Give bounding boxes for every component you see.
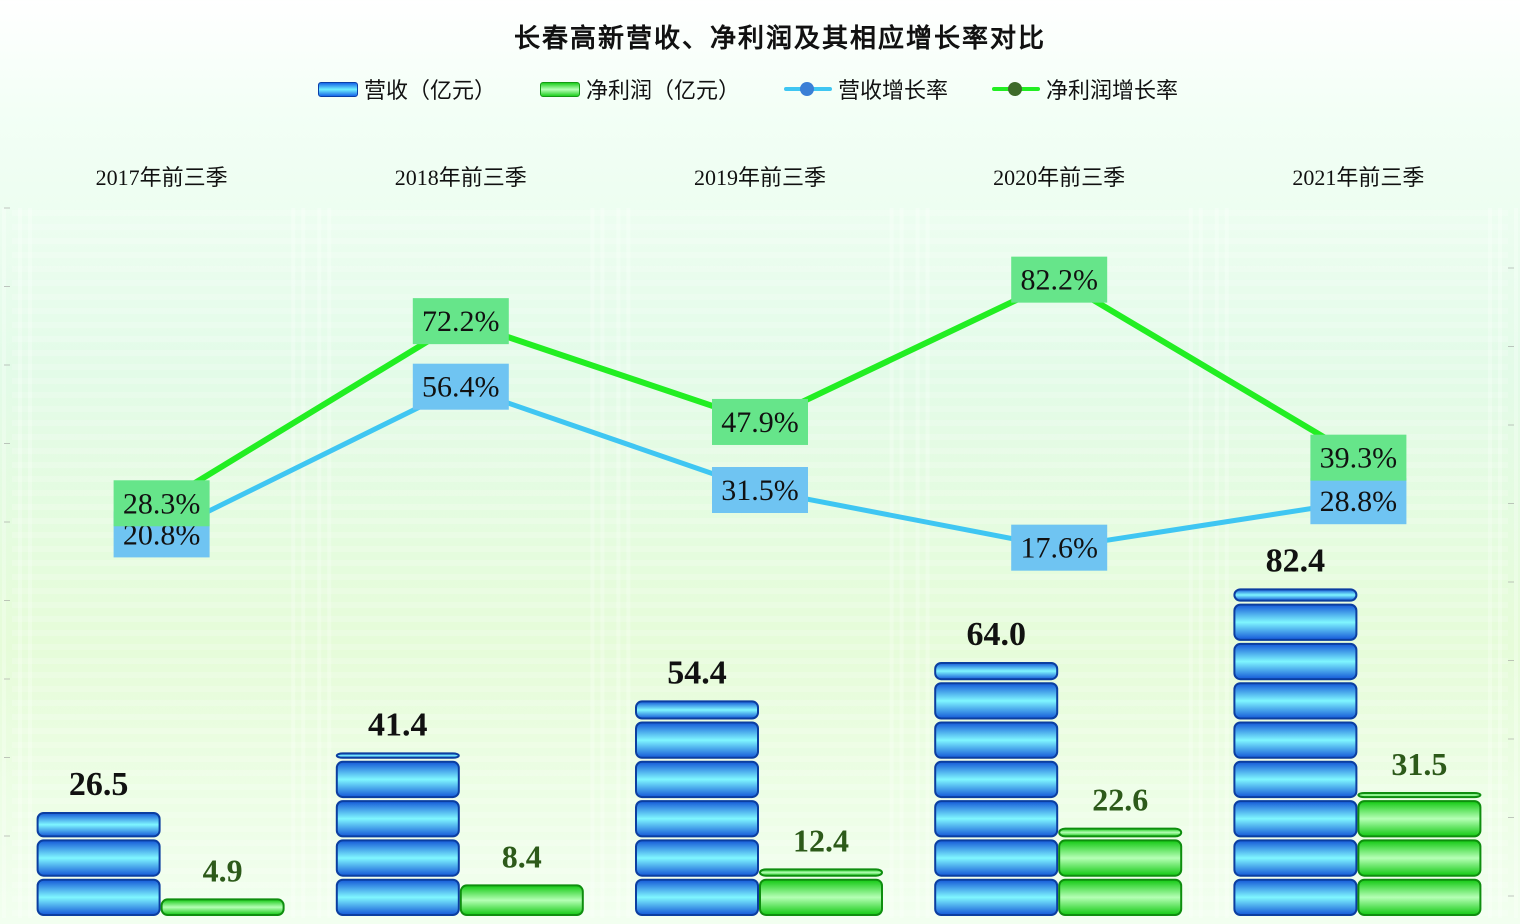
data-label-profit-growth: 82.2% <box>1011 256 1108 303</box>
legend-item-net-profit: 净利润（亿元） <box>540 73 740 105</box>
category-label: 2018年前三季 <box>394 165 527 190</box>
data-label-profit-growth: 28.3% <box>113 480 210 527</box>
legend-label-profit-growth: 净利润增长率 <box>1046 79 1179 104</box>
data-label-net-profit: 12.4 <box>793 822 849 858</box>
bar-revenue <box>635 700 759 917</box>
data-label-net-profit: 22.6 <box>1092 782 1148 818</box>
legend-item-revenue-growth: 营收增长率 <box>784 73 948 105</box>
svg-text:39.3%: 39.3% <box>1320 442 1398 475</box>
legend-label-revenue-growth: 营收增长率 <box>838 79 949 104</box>
data-label-revenue: 41.4 <box>368 706 428 743</box>
bar-net-profit <box>1357 792 1482 917</box>
chart-title: 长春高新营收、净利润及其相应增长率对比 <box>513 24 1046 54</box>
legend-label-net-profit: 净利润（亿元） <box>586 79 741 104</box>
bar-net-profit <box>1058 827 1183 917</box>
data-label-revenue: 64.0 <box>966 616 1026 653</box>
legend-swatch-revenue <box>318 81 358 97</box>
data-label-net-profit: 31.5 <box>1391 746 1447 782</box>
data-label-profit-growth: 39.3% <box>1310 434 1407 481</box>
legend-item-revenue: 营收（亿元） <box>318 73 496 105</box>
data-label-revenue-growth: 17.6% <box>1011 524 1108 571</box>
legend-swatch-profit-growth <box>992 82 1041 96</box>
bar-net-profit <box>160 898 285 917</box>
bar-revenue <box>1233 588 1358 917</box>
legend-swatch-revenue-growth <box>784 82 833 96</box>
data-label-revenue-growth: 31.5% <box>712 467 808 514</box>
legend-swatch-net-profit <box>540 81 581 97</box>
data-label-revenue: 82.4 <box>1266 542 1326 579</box>
bar-revenue <box>36 812 161 917</box>
svg-text:17.6%: 17.6% <box>1020 532 1098 565</box>
svg-text:56.4%: 56.4% <box>422 371 500 404</box>
category-label: 2017年前三季 <box>95 165 228 190</box>
data-label-revenue-growth: 28.8% <box>1310 478 1407 525</box>
svg-text:82.2%: 82.2% <box>1020 264 1098 297</box>
legend-item-profit-growth: 净利润增长率 <box>992 73 1178 105</box>
svg-text:72.2%: 72.2% <box>422 305 500 338</box>
bar-revenue <box>335 752 460 917</box>
category-label: 2019年前三季 <box>693 165 826 190</box>
category-label: 2021年前三季 <box>1292 165 1425 190</box>
bar-net-profit <box>459 884 584 917</box>
bar-revenue <box>934 662 1059 917</box>
data-label-net-profit: 8.4 <box>502 838 542 874</box>
data-label-revenue-growth: 56.4% <box>412 363 509 410</box>
svg-text:31.5%: 31.5% <box>721 474 799 507</box>
bar-net-profit <box>759 868 883 917</box>
data-label-profit-growth: 47.9% <box>712 398 808 445</box>
data-label-revenue: 26.5 <box>69 766 129 803</box>
category-labels: 2017年前三季 2018年前三季 2019年前三季 2020年前三季 2021… <box>12 160 1508 190</box>
svg-text:28.8%: 28.8% <box>1320 485 1398 518</box>
category-label: 2020年前三季 <box>993 165 1126 190</box>
data-label-profit-growth: 72.2% <box>412 298 509 345</box>
legend: 营收（亿元） 净利润（亿元） 营收增长率 净利润增长率 <box>318 74 1222 104</box>
legend-label-revenue: 营收（亿元） <box>364 79 497 104</box>
svg-text:28.3%: 28.3% <box>123 487 201 520</box>
svg-text:47.9%: 47.9% <box>721 406 799 439</box>
data-label-revenue: 54.4 <box>667 654 727 691</box>
data-label-net-profit: 4.9 <box>203 852 243 888</box>
